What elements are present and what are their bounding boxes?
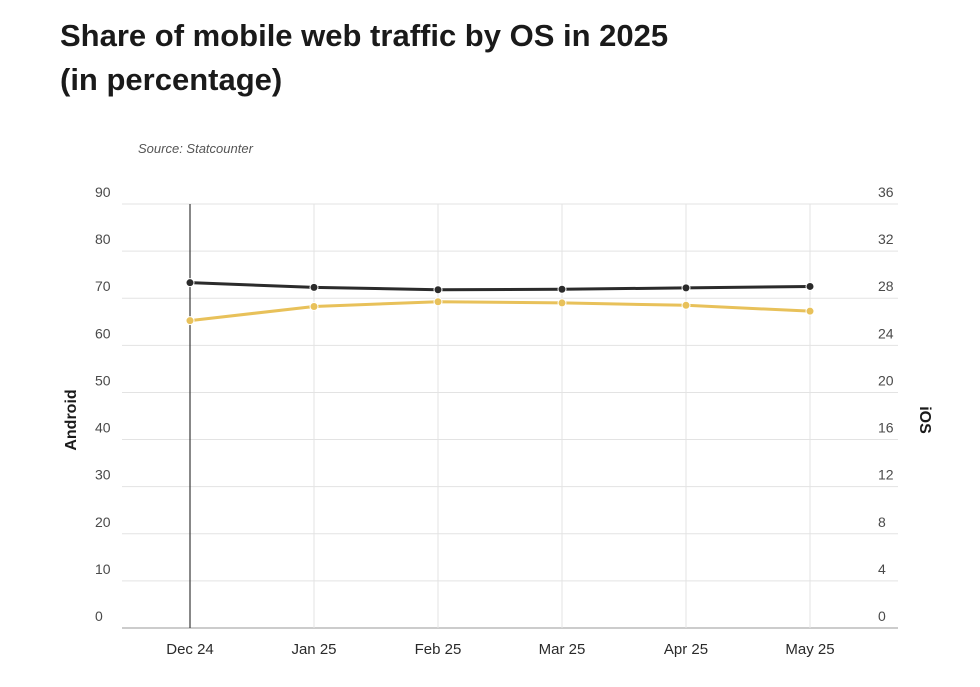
left-tick-label: 0	[95, 608, 103, 624]
left-tick-label: 40	[95, 420, 111, 436]
data-point-android	[309, 282, 319, 292]
right-tick-label: 16	[878, 420, 894, 436]
x-tick-label: Jan 25	[291, 641, 336, 658]
data-point-ios	[805, 306, 815, 316]
left-tick-label: 60	[95, 325, 111, 341]
chart-title: Share of mobile web traffic by OS in 202…	[60, 14, 920, 102]
data-point-android	[681, 283, 691, 293]
left-y-axis: 0 10 20 30 40 50 60 70 80 90	[95, 184, 111, 624]
data-point-android	[433, 285, 443, 295]
chart-title-line-2: (in percentage)	[60, 62, 283, 97]
right-tick-label: 12	[878, 467, 894, 483]
x-tick-label: Mar 25	[539, 641, 586, 658]
x-tick-label: Apr 25	[664, 641, 708, 658]
right-tick-label: 4	[878, 561, 886, 577]
x-tick-label: Dec 24	[166, 641, 214, 658]
data-point-ios	[185, 316, 195, 326]
left-tick-label: 90	[95, 184, 111, 200]
data-point-ios	[681, 300, 691, 310]
x-tick-label: Feb 25	[415, 641, 462, 658]
left-tick-label: 80	[95, 231, 111, 247]
x-tick-label: May 25	[785, 641, 834, 658]
right-y-axis: 0 4 8 12 16 20 24 28 32 36	[878, 184, 894, 624]
data-point-android	[557, 284, 567, 294]
data-point-ios	[557, 298, 567, 308]
source-note: Source: Statcounter	[138, 141, 253, 156]
left-tick-label: 70	[95, 278, 111, 294]
left-axis-title: Android	[63, 389, 80, 450]
right-tick-label: 28	[878, 278, 894, 294]
chart-title-line-1: Share of mobile web traffic by OS in 202…	[60, 18, 669, 53]
right-axis-title: iOS	[916, 406, 933, 434]
left-tick-label: 30	[95, 467, 111, 483]
left-tick-label: 10	[95, 561, 111, 577]
series-group	[185, 278, 815, 326]
gridlines	[122, 203, 898, 629]
right-tick-label: 36	[878, 184, 894, 200]
right-tick-label: 32	[878, 231, 894, 247]
right-tick-label: 20	[878, 372, 894, 388]
x-axis: Dec 24 Jan 25 Feb 25 Mar 25 Apr 25 May 25	[166, 641, 834, 658]
data-point-android	[805, 281, 815, 291]
left-tick-label: 50	[95, 372, 111, 388]
data-point-ios	[309, 301, 319, 311]
series-line-android	[188, 281, 812, 292]
data-point-ios	[433, 297, 443, 307]
left-tick-label: 20	[95, 514, 111, 530]
data-point-android	[185, 278, 195, 288]
right-tick-label: 0	[878, 608, 886, 624]
right-tick-label: 24	[878, 325, 894, 341]
series-line-ios	[188, 300, 812, 323]
right-tick-label: 8	[878, 514, 886, 530]
